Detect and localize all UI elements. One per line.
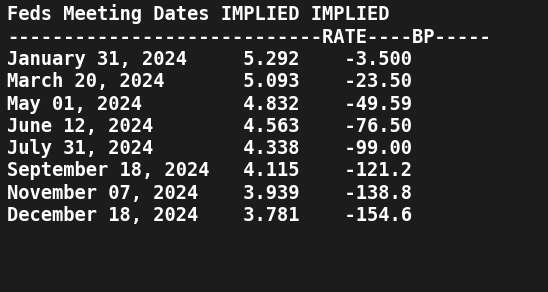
Text: Feds Meeting Dates IMPLIED IMPLIED
----------------------------RATE----BP-----
J: Feds Meeting Dates IMPLIED IMPLIED -----… xyxy=(7,4,491,225)
